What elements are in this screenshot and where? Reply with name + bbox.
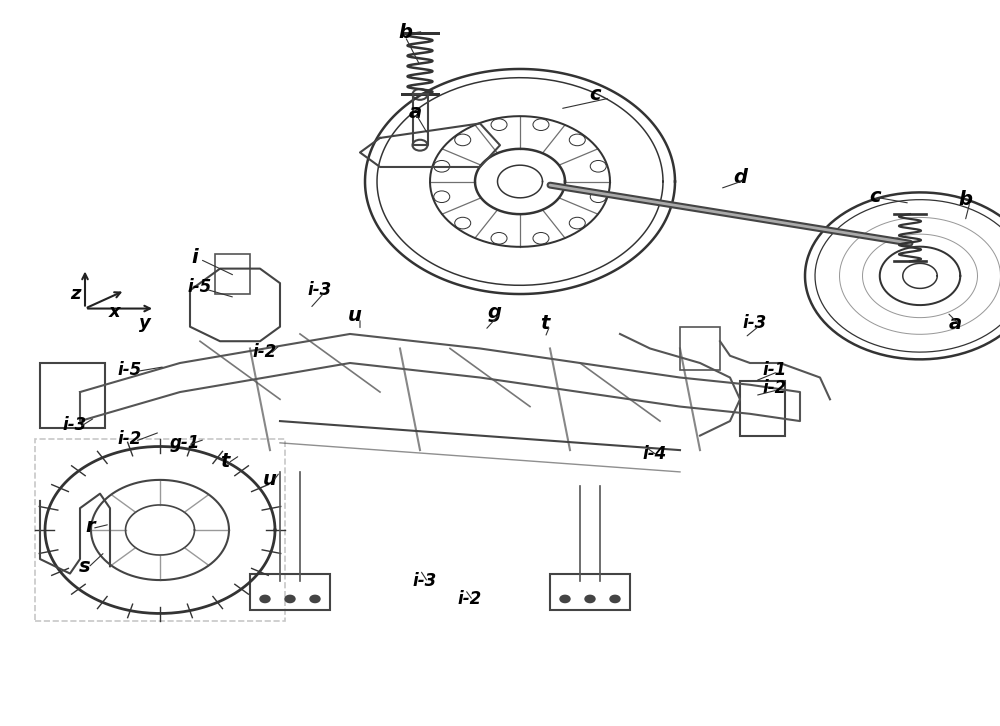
Text: x: x	[109, 303, 121, 321]
Text: i-4: i-4	[643, 445, 667, 462]
Text: c: c	[589, 85, 601, 104]
Text: s: s	[79, 557, 91, 576]
Text: c: c	[869, 187, 881, 205]
Text: u: u	[348, 306, 362, 325]
Bar	[740, 381, 785, 436]
Text: y: y	[139, 314, 151, 332]
Circle shape	[310, 595, 320, 603]
Text: z: z	[70, 285, 80, 303]
Bar	[250, 574, 330, 610]
Text: i-3: i-3	[413, 572, 437, 590]
Bar	[40, 363, 105, 428]
Text: u: u	[263, 470, 277, 489]
Bar	[35, 439, 285, 621]
Circle shape	[260, 595, 270, 603]
Text: a: a	[408, 103, 422, 122]
Text: b: b	[398, 23, 412, 42]
Text: i-5: i-5	[188, 278, 212, 295]
Text: a: a	[948, 314, 962, 333]
Text: i-2: i-2	[118, 431, 142, 448]
Text: i: i	[192, 248, 198, 267]
Bar	[215, 254, 250, 294]
Text: i-5: i-5	[118, 362, 142, 379]
Text: r: r	[85, 517, 95, 536]
Text: i-1: i-1	[763, 362, 787, 379]
Circle shape	[285, 595, 295, 603]
Text: b: b	[958, 190, 972, 209]
Text: i-3: i-3	[743, 314, 767, 332]
Text: i-2: i-2	[763, 380, 787, 397]
Text: d: d	[733, 168, 747, 187]
Text: i-2: i-2	[253, 343, 277, 361]
Text: i-2: i-2	[458, 590, 482, 608]
Text: i-3: i-3	[63, 416, 87, 433]
Bar	[680, 327, 720, 370]
Bar	[550, 574, 630, 610]
Text: g: g	[488, 303, 502, 322]
Circle shape	[610, 595, 620, 603]
Circle shape	[585, 595, 595, 603]
Text: t: t	[220, 452, 230, 470]
Text: i-3: i-3	[308, 282, 332, 299]
Text: g-1: g-1	[170, 434, 200, 452]
Text: t: t	[540, 314, 550, 333]
Circle shape	[560, 595, 570, 603]
